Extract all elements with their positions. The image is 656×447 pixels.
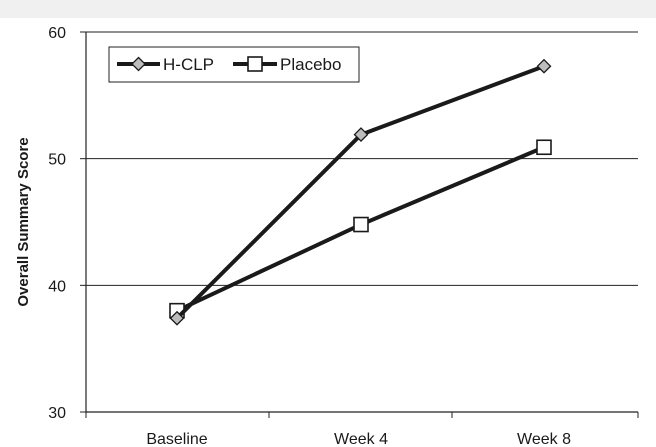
y-tick-label: 60 [48, 25, 66, 42]
y-axis-label: Overall Summary Score [15, 137, 32, 306]
legend-label-placebo: Placebo [280, 55, 341, 74]
series-line-h-clp [175, 64, 545, 320]
legend: H-CLP Placebo [108, 46, 360, 83]
tick-labels: 30 40 50 60 Baseline Week 4 Week 8 [48, 25, 571, 447]
data-point-h-clp [536, 58, 552, 74]
series-lines [169, 58, 552, 326]
y-tick-label: 30 [48, 405, 66, 422]
legend-marker-h-clp [131, 56, 146, 72]
data-point-placebo [353, 216, 369, 233]
data-point-h-clp [169, 310, 185, 326]
y-tick-label: 40 [48, 278, 66, 295]
x-tick-label: Week 8 [517, 431, 571, 447]
legend-label-h-clp: H-CLP [163, 55, 214, 74]
data-point-h-clp [353, 127, 369, 143]
top-band [0, 0, 656, 18]
y-tick-label: 50 [48, 152, 66, 169]
data-point-placebo [536, 139, 552, 156]
x-tick-label: Baseline [146, 431, 207, 447]
gridlines [86, 31, 638, 286]
legend-marker-placebo [247, 56, 263, 72]
x-tick-label: Week 4 [334, 431, 388, 447]
axes [80, 31, 639, 418]
